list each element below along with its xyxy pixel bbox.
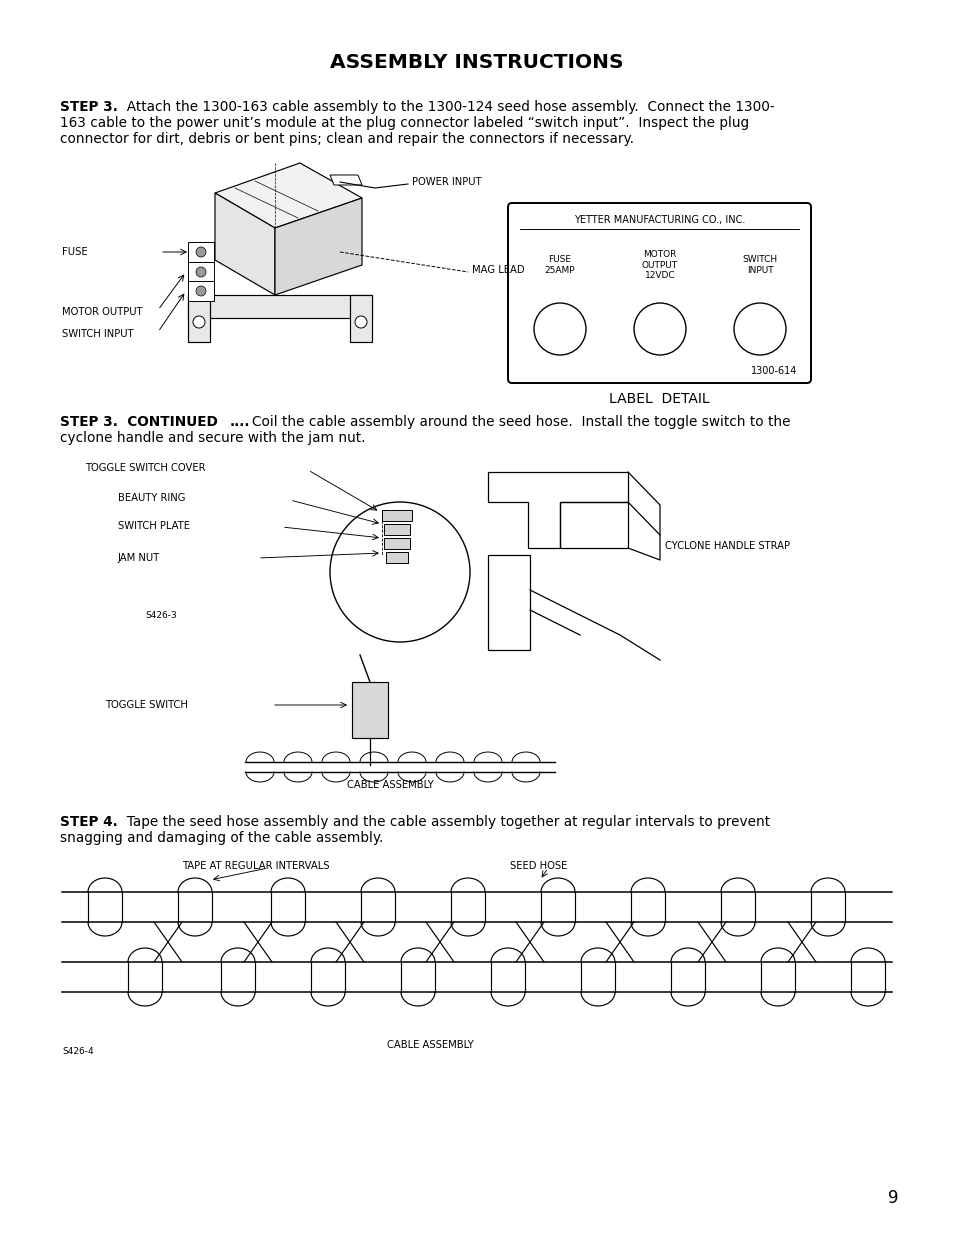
Text: POWER INPUT: POWER INPUT (412, 177, 481, 186)
Text: 1300-614: 1300-614 (750, 366, 796, 375)
Circle shape (195, 247, 206, 257)
Text: SWITCH PLATE: SWITCH PLATE (118, 521, 190, 531)
Polygon shape (386, 552, 408, 563)
Polygon shape (384, 524, 410, 535)
Text: CABLE ASSEMBLY: CABLE ASSEMBLY (386, 1040, 473, 1050)
Polygon shape (214, 193, 274, 295)
Text: 9: 9 (887, 1189, 898, 1207)
Circle shape (355, 316, 367, 329)
Text: MAG LEAD: MAG LEAD (472, 266, 524, 275)
Text: FUSE
25AMP: FUSE 25AMP (544, 256, 575, 274)
Text: connector for dirt, debris or bent pins; clean and repair the connectors if nece: connector for dirt, debris or bent pins;… (60, 132, 634, 146)
Text: S426-3: S426-3 (145, 610, 176, 620)
Text: SWITCH
INPUT: SWITCH INPUT (741, 256, 777, 274)
Text: Attach the 1300-163 cable assembly to the 1300-124 seed hose assembly.  Connect : Attach the 1300-163 cable assembly to th… (118, 100, 774, 114)
Text: 163 cable to the power unit’s module at the plug connector labeled “switch input: 163 cable to the power unit’s module at … (60, 116, 748, 130)
Circle shape (195, 287, 206, 296)
Polygon shape (330, 175, 361, 185)
Text: S426-4: S426-4 (62, 1047, 93, 1056)
FancyBboxPatch shape (507, 203, 810, 383)
Text: JAM NUT: JAM NUT (118, 553, 160, 563)
Text: cyclone handle and secure with the jam nut.: cyclone handle and secure with the jam n… (60, 431, 365, 445)
Text: FUSE: FUSE (62, 247, 88, 257)
Text: YETTER MANUFACTURING CO., INC.: YETTER MANUFACTURING CO., INC. (573, 215, 744, 225)
Text: ASSEMBLY INSTRUCTIONS: ASSEMBLY INSTRUCTIONS (330, 53, 623, 72)
Text: TOGGLE SWITCH COVER: TOGGLE SWITCH COVER (85, 463, 205, 473)
Polygon shape (188, 282, 213, 301)
Polygon shape (352, 682, 388, 739)
Text: STEP 4.: STEP 4. (60, 815, 117, 829)
Text: CYCLONE HANDLE STRAP: CYCLONE HANDLE STRAP (664, 541, 789, 551)
Text: BEAUTY RING: BEAUTY RING (118, 493, 185, 503)
Text: CABLE ASSEMBLY: CABLE ASSEMBLY (346, 781, 433, 790)
Text: snagging and damaging of the cable assembly.: snagging and damaging of the cable assem… (60, 831, 383, 845)
Text: MOTOR OUTPUT: MOTOR OUTPUT (62, 308, 143, 317)
Circle shape (195, 267, 206, 277)
Polygon shape (188, 295, 372, 317)
Text: TOGGLE SWITCH: TOGGLE SWITCH (105, 700, 188, 710)
Text: SEED HOSE: SEED HOSE (510, 861, 567, 871)
Text: STEP 3.  CONTINUED: STEP 3. CONTINUED (60, 415, 217, 429)
Text: Tape the seed hose assembly and the cable assembly together at regular intervals: Tape the seed hose assembly and the cabl… (118, 815, 769, 829)
Text: ....: .... (230, 415, 251, 429)
Polygon shape (274, 198, 361, 295)
Polygon shape (350, 295, 372, 342)
Polygon shape (381, 510, 412, 521)
Polygon shape (384, 538, 410, 550)
Text: TAPE AT REGULAR INTERVALS: TAPE AT REGULAR INTERVALS (182, 861, 329, 871)
Text: SWITCH INPUT: SWITCH INPUT (62, 329, 133, 338)
Text: Coil the cable assembly around the seed hose.  Install the toggle switch to the: Coil the cable assembly around the seed … (252, 415, 790, 429)
Text: STEP 3.: STEP 3. (60, 100, 118, 114)
Text: LABEL  DETAIL: LABEL DETAIL (609, 391, 709, 406)
Text: MOTOR
OUTPUT
12VDC: MOTOR OUTPUT 12VDC (641, 251, 678, 280)
Polygon shape (188, 242, 213, 262)
Polygon shape (188, 295, 210, 342)
Polygon shape (188, 262, 213, 282)
Polygon shape (214, 163, 361, 228)
Circle shape (193, 316, 205, 329)
